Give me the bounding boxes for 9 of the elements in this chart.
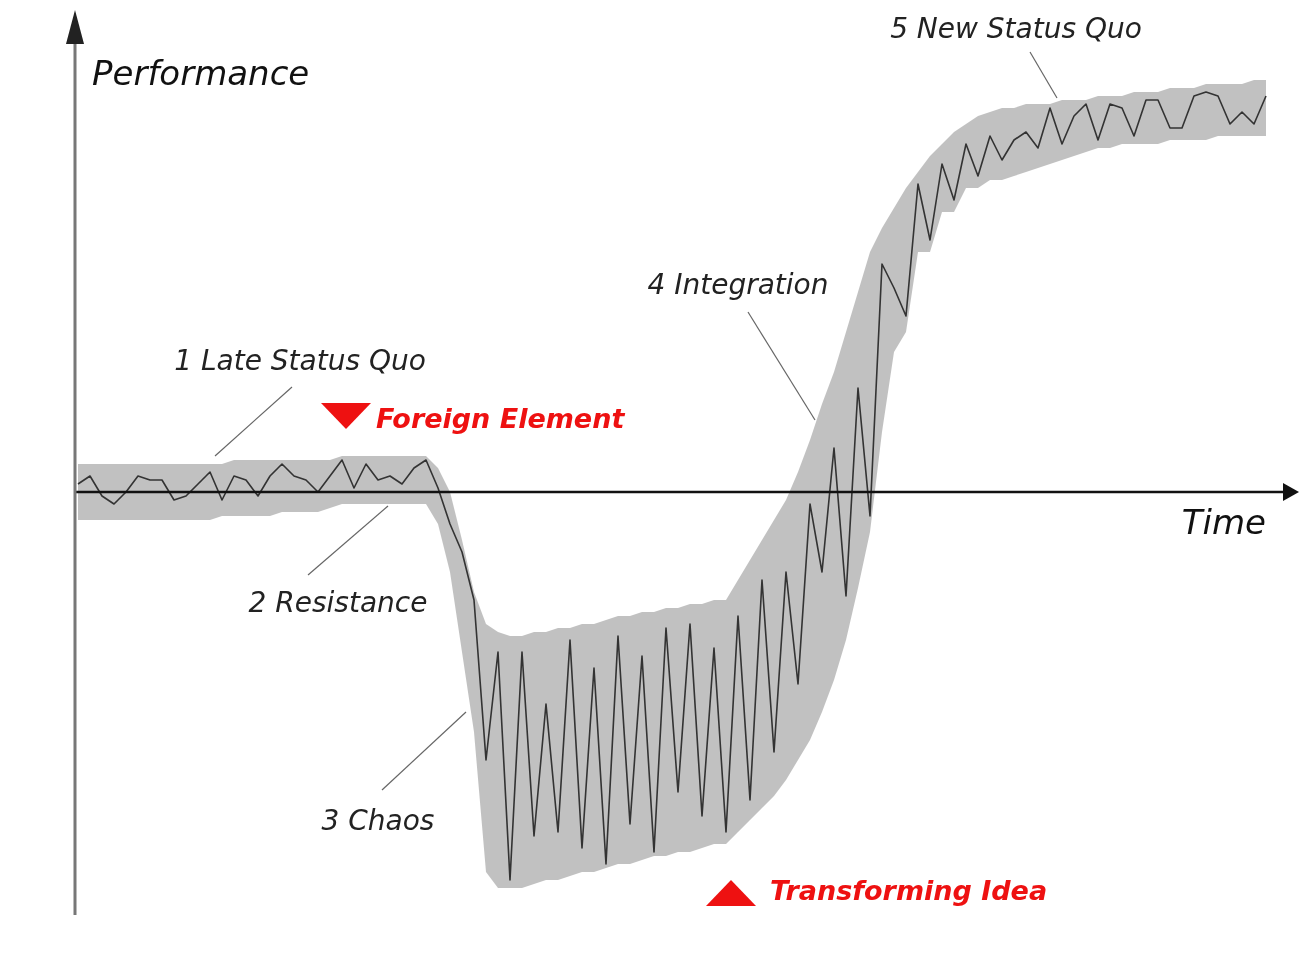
annotation: 3 Chaos [321,804,435,837]
y-axis-title: Performance [92,53,310,93]
annotation: 1 Late Status Quo [174,344,426,377]
x-axis-title: Time [1181,502,1266,542]
annotation: 4 Integration [647,268,829,301]
text: 5 New Status Quo [890,12,1142,45]
annotation: Foreign Element [376,403,626,434]
annotation: Transforming Idea [770,875,1048,906]
annotation: 2 Resistance [248,586,428,619]
